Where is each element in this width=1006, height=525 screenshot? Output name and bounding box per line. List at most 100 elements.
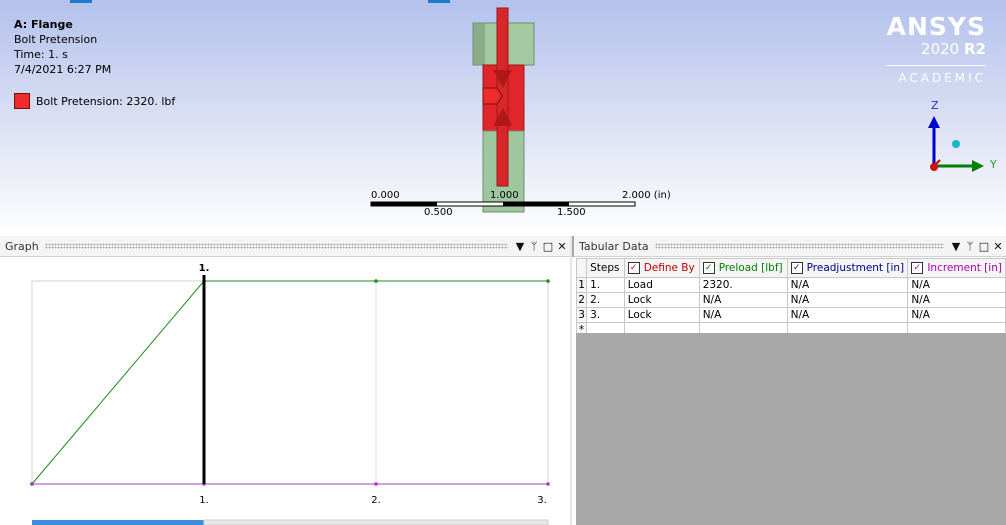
scale-label: 0.500 [424, 207, 453, 218]
bolt-head-shade [473, 23, 485, 65]
col-header-define-by[interactable]: ✓ Define By [623, 258, 700, 278]
drag-grip[interactable] [654, 243, 944, 249]
checkbox-icon[interactable]: ✓ [627, 262, 640, 274]
cell-preadjustment[interactable]: N/A [786, 277, 909, 293]
toolbar-strip [428, 0, 450, 3]
maximize-icon[interactable]: □ [542, 239, 554, 253]
scale-label: 1.000 [490, 190, 519, 201]
cell-steps[interactable]: 2. [586, 292, 625, 308]
brand-release: R2 [964, 40, 986, 58]
table-row[interactable]: 1 1. Load 2320. N/A N/A [575, 277, 1006, 293]
data-point [30, 482, 34, 486]
series-group [30, 275, 550, 486]
series-line [31, 280, 548, 485]
brand-year: 2020 [921, 40, 960, 58]
scale-bar-seg [371, 202, 437, 206]
cell-preload[interactable]: N/A [698, 292, 788, 308]
tabular-data-table[interactable]: Steps ✓ Define By ✓ Preload [lbf] ✓ Preadju… [575, 258, 1006, 338]
tabular-header: Tabular Data ▼ ᛘ □ ✕ [574, 236, 1006, 257]
col-header-preadjustment[interactable]: ✓ Preadjustment [in] [786, 258, 909, 278]
timeline-progress[interactable] [32, 520, 204, 525]
col-label: Increment [in] [927, 262, 1002, 274]
scale-bar-seg [503, 202, 569, 206]
checkbox-icon[interactable]: ✓ [702, 262, 715, 274]
col-header-increment[interactable]: ✓ Increment [in] [907, 258, 1006, 278]
table-header-row: Steps ✓ Define By ✓ Preload [lbf] ✓ Preadju… [575, 258, 1006, 278]
triad-y-arrow [972, 160, 984, 172]
graph-panel: Graph ▼ ᛘ □ ✕ 1. 1. 2. 3. [0, 236, 572, 525]
scale-label: 0.000 [371, 190, 400, 201]
row-index[interactable]: 3 [575, 307, 588, 323]
ansys-logo: ANSYS 2020 R2 ACADEMIC [886, 12, 986, 85]
cell-preload[interactable]: N/A [698, 307, 788, 323]
scale-label: 2.000 (in) [622, 190, 671, 201]
current-step-label: 1. [199, 263, 210, 274]
cell-increment[interactable]: N/A [907, 307, 1006, 323]
data-point [374, 482, 378, 486]
maximize-icon[interactable]: □ [978, 239, 990, 253]
cell-define-by[interactable]: Lock [623, 292, 700, 308]
load-history-chart[interactable]: 1. 1. 2. 3. [0, 257, 570, 525]
triad-z-label: Z [931, 99, 939, 112]
row-index[interactable]: 2 [575, 292, 588, 308]
pretension-arrow-up [493, 108, 512, 126]
triad-z-arrow [928, 116, 940, 128]
tick-labels: 1. 1. 2. 3. [199, 263, 547, 506]
table-row[interactable]: 2 2. Lock N/A N/A N/A [575, 292, 1006, 308]
col-header-steps[interactable]: Steps [586, 258, 625, 278]
drag-grip[interactable] [44, 243, 508, 249]
cell-increment[interactable]: N/A [907, 292, 1006, 308]
pin-icon[interactable]: ᛘ [966, 239, 974, 253]
legend: Bolt Pretension: 2320. lbf [14, 93, 175, 109]
timeline-track[interactable] [203, 519, 549, 525]
pretension-arrow-down [493, 70, 512, 88]
data-point [374, 279, 378, 283]
viewport-info: A: Flange Bolt Pretension Time: 1. s 7/4… [14, 17, 111, 77]
x-tick-label: 2. [371, 495, 381, 506]
cell-define-by[interactable]: Load [623, 277, 700, 293]
tabular-data-panel: Tabular Data ▼ ᛘ □ ✕ Steps ✓ Define By ✓ P… [572, 236, 1006, 525]
triad-y-label: Y [989, 158, 997, 171]
dropdown-icon[interactable]: ▼ [515, 239, 525, 253]
table-empty-area [576, 333, 1006, 525]
pin-icon[interactable]: ᛘ [530, 239, 538, 253]
plot-area [31, 280, 549, 485]
row-header-corner[interactable] [575, 258, 588, 278]
cell-preload[interactable]: 2320. [698, 277, 788, 293]
brand-edition: ACADEMIC [886, 65, 986, 85]
cell-preadjustment[interactable]: N/A [786, 292, 909, 308]
col-label: Preadjustment [in] [806, 262, 905, 274]
checkbox-icon[interactable]: ✓ [911, 262, 924, 274]
cell-preadjustment[interactable]: N/A [786, 307, 909, 323]
close-icon[interactable]: ✕ [557, 239, 567, 253]
timestamp: 7/4/2021 6:27 PM [14, 63, 112, 76]
result-name: Bolt Pretension [14, 33, 98, 46]
graph-title: Graph [0, 239, 45, 253]
col-header-preload[interactable]: ✓ Preload [lbf] [698, 258, 788, 278]
x-tick-label: 3. [537, 495, 547, 506]
close-icon[interactable]: ✕ [993, 239, 1003, 253]
time-label: Time: 1. s [14, 48, 68, 61]
cell-increment[interactable]: N/A [907, 277, 1006, 293]
graph-header: Graph ▼ ᛘ □ ✕ [0, 236, 570, 257]
graphics-viewport[interactable]: A: Flange Bolt Pretension Time: 1. s 7/4… [0, 0, 1006, 236]
toolbar-strip [70, 0, 92, 3]
col-label: Define By [643, 262, 695, 274]
analysis-title: A: Flange [14, 18, 73, 31]
col-label: Preload [lbf] [718, 262, 783, 274]
bolt-model[interactable]: 0.000 1.000 2.000 (in) 0.500 1.500 Z Y [0, 0, 1006, 236]
tabular-title: Tabular Data [574, 239, 655, 253]
row-index[interactable]: 1 [575, 277, 588, 293]
brand-version: 2020 R2 [887, 40, 986, 58]
triad-iso-ball[interactable] [952, 140, 960, 148]
checkbox-icon[interactable]: ✓ [790, 262, 803, 274]
dropdown-icon[interactable]: ▼ [951, 239, 961, 253]
cell-define-by[interactable]: Lock [623, 307, 700, 323]
legend-swatch [14, 93, 30, 109]
cell-steps[interactable]: 3. [586, 307, 625, 323]
brand-name: ANSYS [886, 12, 986, 41]
pretension-marker [482, 87, 503, 105]
cell-steps[interactable]: 1. [586, 277, 625, 293]
table-row[interactable]: 3 3. Lock N/A N/A N/A [575, 307, 1006, 323]
legend-label: Bolt Pretension: 2320. lbf [36, 94, 176, 108]
